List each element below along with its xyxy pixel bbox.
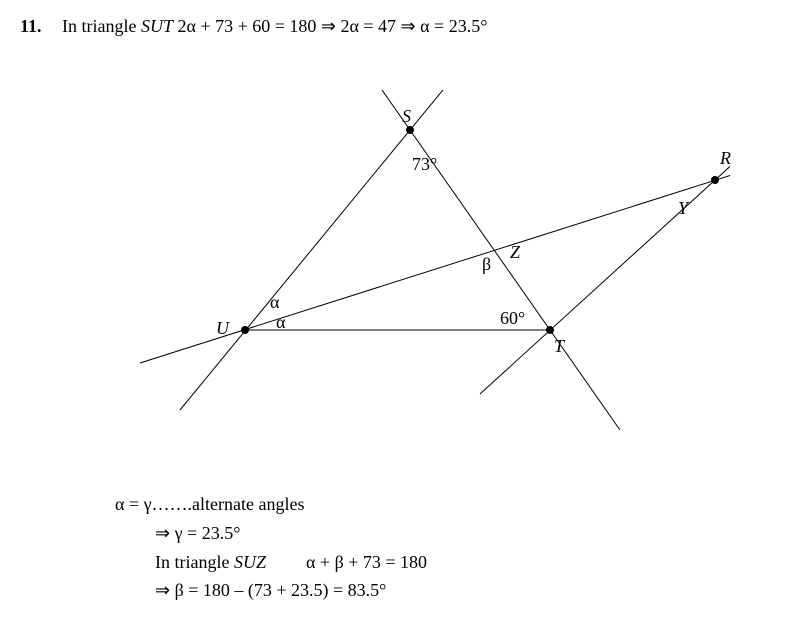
label-R: R: [720, 148, 731, 169]
solution-line-1: α = γ…….alternate angles: [115, 490, 427, 519]
solution-line-4: ⇒ β = 180 – (73 + 23.5) = 83.5°: [115, 576, 386, 605]
label-alpha_bot: α: [276, 312, 285, 333]
geometry-figure: S R U T Y Z 73° β 60° αα: [110, 90, 730, 430]
label-T: T: [554, 336, 564, 357]
problem-statement: In triangle SUT 2α + 73 + 60 = 180 ⇒ 2α …: [62, 16, 487, 37]
label-ang73: 73°: [412, 154, 437, 175]
point-U: [241, 326, 249, 334]
solution-block: α = γ…….alternate angles ⇒ γ = 23.5° In …: [115, 490, 427, 605]
line-su-ext: [180, 90, 470, 410]
solution-line-2: ⇒ γ = 23.5°: [115, 519, 240, 548]
problem-number: 11.: [20, 16, 42, 37]
label-S: S: [402, 106, 411, 127]
figure-svg: [110, 90, 730, 430]
line1-equation: 2α + 73 + 60 = 180 ⇒ 2α = 47 ⇒ α = 23.5°: [173, 16, 487, 36]
point-S: [406, 126, 414, 134]
label-U: U: [216, 318, 229, 339]
line1-triangle: SUT: [141, 16, 173, 36]
line-st-ext: [340, 90, 620, 430]
label-beta: β: [482, 254, 491, 275]
label-Y: Y: [678, 198, 688, 219]
solution-line-3b: SUZ: [234, 552, 266, 572]
line1-prefix: In triangle: [62, 16, 141, 36]
label-ang60: 60°: [500, 308, 525, 329]
label-alpha_top: α: [270, 292, 279, 313]
solution-line-3a: In triangle: [155, 552, 234, 572]
solution-line-3c: α + β + 73 = 180: [306, 552, 427, 572]
label-Z: Z: [510, 242, 520, 263]
point-T: [546, 326, 554, 334]
point-R: [711, 176, 719, 184]
